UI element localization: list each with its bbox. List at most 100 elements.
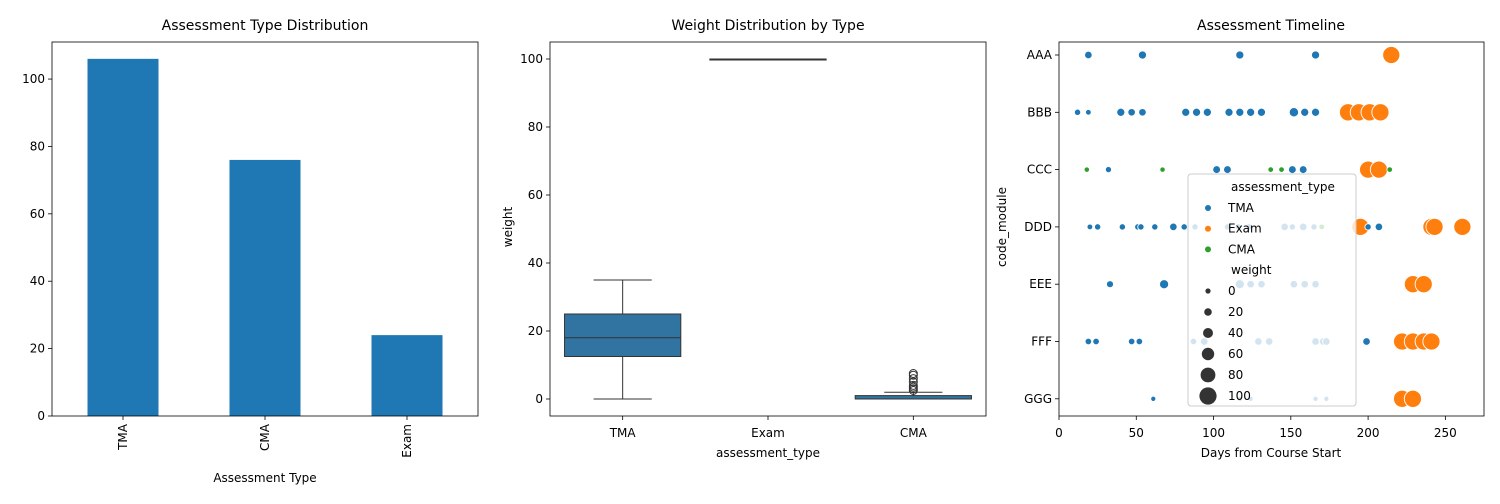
- point-tma: [1202, 107, 1212, 117]
- legend-size-title: weight: [1231, 263, 1272, 277]
- legend-size-marker: [1201, 347, 1215, 361]
- box-plot-panel: Weight Distribution by Type TMA Exam CMA 0 2…: [501, 18, 987, 460]
- legend-size-label: 20: [1228, 305, 1243, 319]
- point-tma: [1137, 223, 1145, 231]
- point-tma: [1169, 222, 1178, 232]
- x-tick-label: Exam: [751, 426, 785, 440]
- timeline-legend: assessment_type TMA Exam CMA weight 0 20 40 60 80…: [1187, 173, 1357, 407]
- box-cma-body: [854, 395, 972, 400]
- y-tick-label: DDD: [1024, 220, 1052, 234]
- point-tma: [1212, 165, 1222, 174]
- bar-chart-panel: Assessment Type Distribution TMA CMA Exam 0…: [22, 18, 479, 485]
- point-tma: [1127, 108, 1136, 117]
- legend-size-marker: [1203, 328, 1213, 338]
- timeline-frame: [1058, 41, 1485, 417]
- point-exam: [1425, 217, 1444, 236]
- y-tick-label: FFF: [1031, 335, 1052, 349]
- x-tick-label: Exam: [400, 424, 414, 458]
- point-exam: [1422, 332, 1441, 351]
- y-tick-label: 100: [520, 52, 543, 66]
- y-tick-label: 60: [528, 188, 543, 202]
- x-tick-label: 200: [1357, 426, 1380, 440]
- box-cma-outlier: [908, 374, 918, 384]
- point-cma: [1083, 166, 1090, 173]
- point-tma: [1288, 107, 1300, 118]
- point-tma: [1364, 223, 1372, 231]
- y-tick-label: 40: [30, 274, 45, 288]
- bar-chart-xlabel: Assessment Type: [213, 471, 316, 485]
- y-tick-label: BBB: [1027, 105, 1052, 119]
- point-tma: [1138, 108, 1147, 117]
- point-tma: [1374, 222, 1384, 232]
- legend-marker-exam: [1205, 225, 1211, 232]
- point-tma: [1180, 223, 1188, 231]
- point-tma: [1298, 165, 1308, 174]
- point-tma: [1086, 223, 1094, 231]
- point-tma: [1092, 337, 1100, 346]
- x-tick-label: CMA: [900, 426, 928, 440]
- y-tick-label: 20: [30, 342, 45, 356]
- x-tick-label: 250: [1434, 426, 1457, 440]
- x-tick-label: 100: [1202, 426, 1225, 440]
- point-tma: [1287, 165, 1297, 174]
- bar-chart-frame: [51, 41, 479, 417]
- point-tma: [1104, 166, 1113, 174]
- point-tma: [1300, 107, 1310, 117]
- legend-size-label: 0: [1228, 284, 1236, 298]
- legend-label-tma: TMA: [1227, 201, 1255, 215]
- bar-chart-plot: TMA CMA Exam 0 20 40 60 80 100: [22, 41, 479, 458]
- timeline-panel: Assessment Timeline AAA BBB CCC DDD EEE FFF GG…: [995, 18, 1485, 460]
- point-tma: [1137, 50, 1148, 60]
- x-tick-label: TMA: [116, 423, 130, 451]
- point-tma: [1310, 107, 1321, 117]
- box-plot-xlabel: assessment_type: [716, 446, 820, 460]
- point-cma: [1278, 166, 1285, 173]
- y-tick-label: CCC: [1027, 163, 1052, 177]
- point-tma: [1135, 337, 1144, 346]
- bar-chart-title: Assessment Type Distribution: [162, 18, 369, 34]
- point-tma: [1127, 337, 1136, 346]
- point-tma: [1150, 395, 1157, 402]
- point-exam: [1453, 217, 1472, 236]
- box-plot-ylabel: weight: [501, 206, 515, 247]
- y-tick-label: 80: [528, 120, 543, 134]
- point-tma: [1181, 107, 1191, 117]
- y-tick-label: 20: [528, 324, 543, 338]
- y-tick-label: 80: [30, 139, 45, 153]
- point-tma: [1362, 337, 1371, 346]
- y-tick-label: 60: [30, 207, 45, 221]
- point-tma: [1235, 50, 1245, 60]
- point-tma: [1159, 279, 1170, 290]
- point-tma: [1151, 223, 1159, 231]
- box-cma-outlier: [908, 369, 918, 378]
- point-cma: [1386, 166, 1394, 173]
- legend-size-label: 100: [1228, 389, 1251, 403]
- point-tma: [1310, 50, 1321, 60]
- y-tick-label: 0: [535, 392, 543, 406]
- x-tick-label: TMA: [609, 426, 637, 440]
- timeline-title: Assessment Timeline: [1197, 18, 1345, 34]
- legend-hue-title: assessment_type: [1231, 180, 1335, 194]
- y-tick-label: 0: [37, 409, 45, 423]
- point-exam: [1403, 389, 1422, 408]
- box-cma-outlier: [908, 380, 918, 390]
- point-tma: [1223, 165, 1232, 174]
- legend-box: [1187, 173, 1357, 407]
- legend-marker-tma: [1205, 205, 1211, 211]
- point-tma: [1256, 107, 1267, 117]
- point-exam: [1414, 275, 1433, 294]
- legend-size-marker: [1204, 308, 1212, 316]
- point-tma: [1191, 107, 1202, 117]
- legend-marker-cma: [1205, 246, 1211, 253]
- point-exam: [1371, 103, 1390, 122]
- x-tick-label: 50: [1129, 426, 1144, 440]
- legend-size-marker: [1199, 387, 1217, 405]
- legend-label-exam: Exam: [1228, 222, 1262, 236]
- legend-size-label: 80: [1228, 368, 1243, 382]
- bar-tma: [87, 58, 159, 416]
- point-tma: [1246, 107, 1256, 117]
- timeline-ylabel: code_module: [995, 187, 1009, 267]
- y-tick-label: EEE: [1029, 277, 1052, 291]
- box-plot-title: Weight Distribution by Type: [671, 18, 864, 34]
